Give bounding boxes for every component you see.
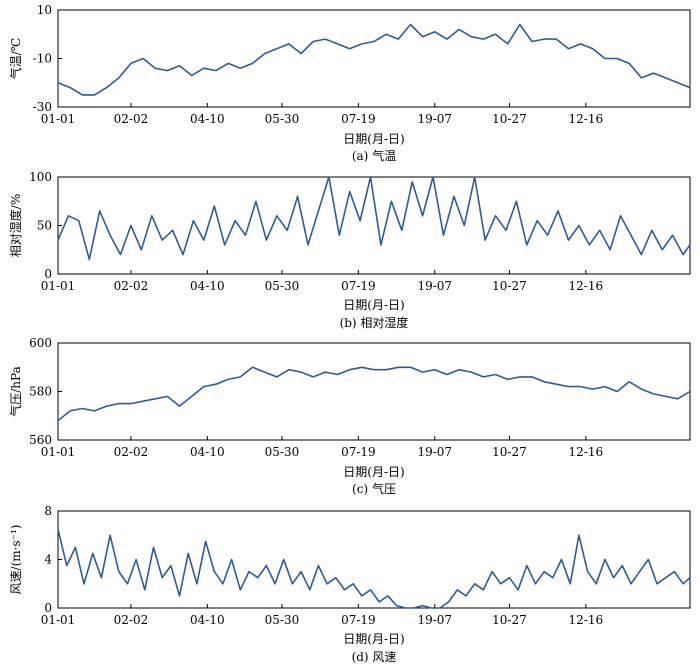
- temperature-xtick-label: 01-01: [41, 112, 76, 126]
- humidity-caption: (b) 相对湿度: [340, 315, 409, 330]
- pressure-series-line: [57, 366, 691, 422]
- humidity-ytick-label: 0: [44, 267, 52, 281]
- pressure-ytick-label: 580: [29, 385, 52, 399]
- pressure-xtick-label: 05-30: [265, 445, 300, 459]
- humidity-plot-frame: [57, 176, 691, 275]
- wind-xtick-label: 10-27: [492, 613, 527, 627]
- wind-x-axis-title: 日期(月-日): [343, 632, 404, 646]
- pressure-xtick-label: 07-19: [341, 445, 376, 459]
- temperature-xtick-label: 02-02: [114, 112, 149, 126]
- pressure-xtick-label: 04-10: [190, 445, 225, 459]
- wind-xtick-label: 07-19: [341, 613, 376, 627]
- pressure-xtick-label: 02-02: [114, 445, 149, 459]
- humidity-xtick-label: 07-19: [341, 279, 376, 293]
- temperature-xtick-label: 12-16: [569, 112, 604, 126]
- humidity-xtick-label: 01-01: [41, 279, 76, 293]
- wind-xtick-label: 01-01: [41, 613, 76, 627]
- pressure-ytick-label: 560: [29, 433, 52, 447]
- wind-ytick-label: 8: [44, 504, 52, 518]
- temperature-plot-frame: [57, 9, 691, 108]
- temperature-series-line: [57, 23, 691, 96]
- wind-xtick-label: 19-07: [417, 613, 452, 627]
- wind-xtick-label: 12-16: [569, 613, 604, 627]
- pressure-ytick-label: 600: [29, 336, 52, 350]
- temperature-xtick-label: 05-30: [265, 112, 300, 126]
- temperature-ytick-label: -10: [33, 52, 52, 66]
- humidity-xtick-label: 10-27: [492, 279, 527, 293]
- pressure-caption: (c) 气压: [352, 481, 396, 496]
- wind-xtick-label: 02-02: [114, 613, 149, 627]
- wind-y-axis-title: 风速/(m·s⁻¹): [9, 525, 23, 595]
- temperature-x-axis-title: 日期(月-日): [343, 132, 404, 146]
- wind-xtick-label: 04-10: [190, 613, 225, 627]
- pressure-y-axis-title: 气压/hPa: [8, 366, 23, 416]
- humidity-ytick-label: 50: [37, 219, 52, 233]
- humidity-xtick-label: 19-07: [417, 279, 452, 293]
- temperature-caption: (a) 气温: [352, 148, 396, 163]
- pressure-x-axis-title: 日期(月-日): [343, 465, 404, 479]
- wind-xtick-label: 05-30: [265, 613, 300, 627]
- wind-ytick-label: 0: [44, 601, 52, 615]
- humidity-xtick-label: 05-30: [265, 279, 300, 293]
- humidity-series-line: [57, 176, 691, 261]
- wind-ytick-label: 4: [44, 553, 52, 567]
- humidity-ytick-label: 100: [29, 170, 52, 184]
- pressure-xtick-label: 01-01: [41, 445, 76, 459]
- humidity-xtick-label: 12-16: [569, 279, 604, 293]
- temperature-ytick-label: -30: [33, 100, 52, 114]
- pressure-xtick-label: 12-16: [569, 445, 604, 459]
- panel-humidity: 100 50 001-01 02-02 04-10 05-30 07-19 19-07 10-2…: [8, 170, 691, 330]
- humidity-xtick-label: 02-02: [114, 279, 149, 293]
- pressure-xtick-label: 10-27: [492, 445, 527, 459]
- panel-wind: 8 4 001-01 02-02 04-10 05-30 07-19 19-07 10-27 12…: [9, 504, 691, 664]
- wind-caption: (d) 风速: [352, 650, 397, 664]
- temperature-xtick-label: 07-19: [341, 112, 376, 126]
- temperature-y-axis-title: 气温/℃: [8, 38, 23, 79]
- temperature-xtick-label: 04-10: [190, 112, 225, 126]
- pressure-plot-frame: [57, 342, 691, 441]
- temperature-xtick-label: 10-27: [492, 112, 527, 126]
- wind-series-line: [57, 529, 691, 609]
- pressure-xtick-label: 19-07: [417, 445, 452, 459]
- temperature-ytick-label: 10: [37, 3, 52, 17]
- humidity-y-axis-title: 相对湿度/%: [8, 194, 23, 257]
- temperature-xtick-label: 19-07: [417, 112, 452, 126]
- humidity-x-axis-title: 日期(月-日): [343, 298, 404, 312]
- humidity-xtick-label: 04-10: [190, 279, 225, 293]
